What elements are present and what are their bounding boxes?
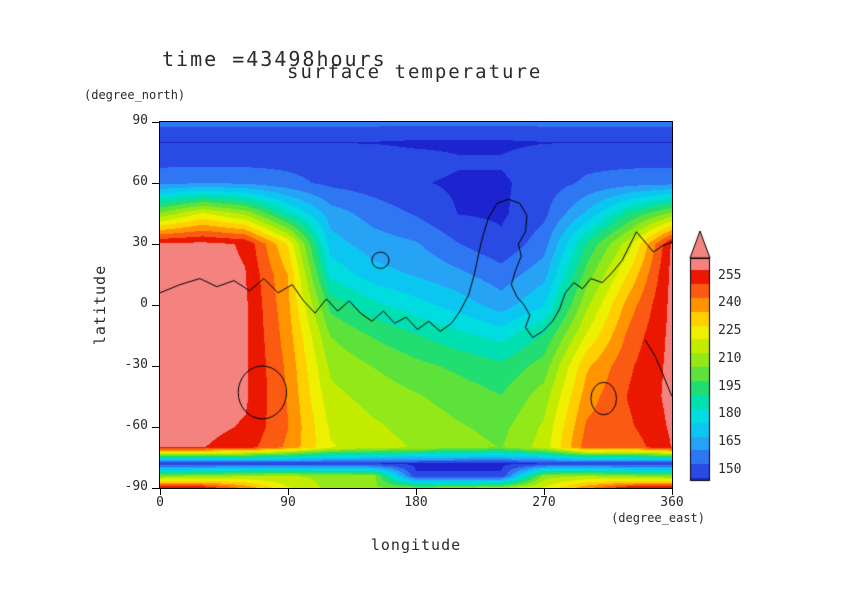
y-tick-mark (152, 121, 160, 123)
y-tick-label: -30 (124, 357, 148, 372)
colorbar-tick-label: 210 (718, 350, 742, 366)
colorbar (688, 230, 712, 484)
y-tick-mark (152, 365, 160, 367)
x-tick-label: 90 (280, 495, 296, 510)
x-tick-mark (287, 488, 289, 495)
y-tick-label: -90 (124, 479, 148, 494)
y-axis-unit-label: (degree_north) (84, 88, 186, 102)
y-tick-mark (152, 426, 160, 428)
colorbar-tick-label: 240 (718, 295, 742, 311)
plot-title-main: surface temperature (287, 61, 543, 83)
x-tick-mark (671, 488, 673, 495)
x-axis-label: longitude (370, 536, 462, 554)
x-axis-unit-label: (degree_east) (611, 511, 705, 525)
x-tick-mark (543, 488, 545, 495)
colorbar-tick-label: 195 (718, 378, 742, 394)
y-tick-label: -60 (124, 418, 148, 433)
x-tick-mark (415, 488, 417, 495)
y-tick-mark (152, 182, 160, 184)
y-tick-label: 30 (132, 235, 148, 250)
x-tick-label: 180 (404, 495, 428, 510)
y-tick-mark (152, 304, 160, 306)
y-tick-label: 90 (132, 113, 148, 128)
x-tick-label: 360 (660, 495, 684, 510)
temperature-heatmap (160, 122, 672, 488)
y-tick-mark (152, 243, 160, 245)
colorbar-tick-label: 255 (718, 267, 742, 283)
plot-title-time: time =43498hours (162, 47, 387, 71)
y-tick-label: 0 (140, 296, 148, 311)
x-tick-label: 270 (532, 495, 556, 510)
y-tick-label: 60 (132, 174, 148, 189)
y-tick-mark (152, 487, 160, 489)
colorbar-tick-label: 180 (718, 406, 742, 422)
colorbar-tick-label: 165 (718, 434, 742, 449)
x-tick-mark (159, 488, 161, 495)
colorbar-tick-label: 225 (718, 323, 742, 338)
x-tick-label: 0 (156, 495, 164, 510)
colorbar-tick-label: 150 (718, 461, 742, 477)
